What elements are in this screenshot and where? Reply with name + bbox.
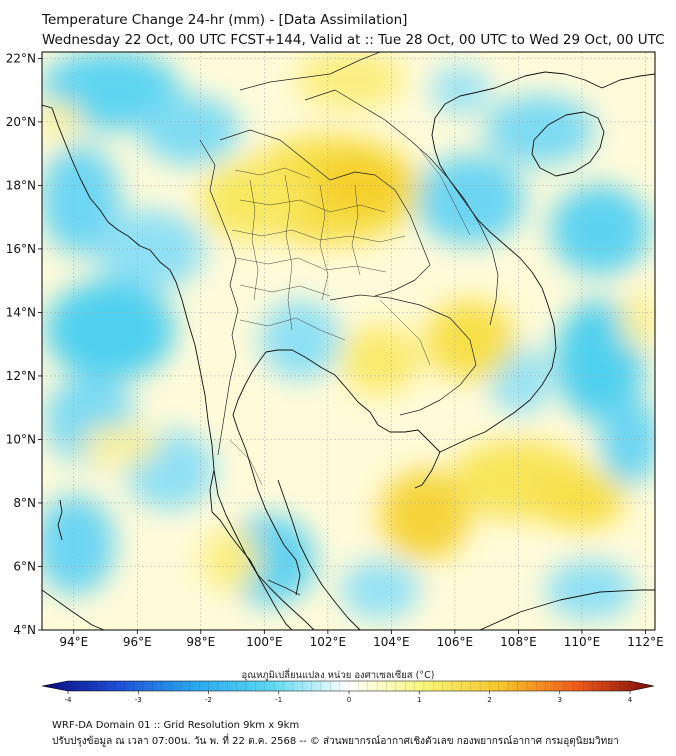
colorbar-tick-label: 1 [417,696,421,704]
longitude-tick-label: 106°E [437,635,474,649]
cool-area [550,185,650,275]
cool-area [260,300,340,380]
province-borders [229,149,471,486]
cool-area [140,95,240,165]
cool-area [42,145,120,255]
province-border [419,149,471,236]
warm-area [42,100,80,140]
coastline-hainan [531,111,605,177]
province-border [239,317,346,341]
coastline-sumatra [42,589,105,630]
colorbar-tick-label: 2 [487,696,491,704]
border-china [239,52,381,91]
latitude-tick-label: 4°N [13,623,36,637]
cool-area [430,65,490,115]
cool-area [42,495,115,595]
coastline-malay-peninsula-east [277,479,361,630]
footer-credit: ปรับปรุงข้อมูล ณ เวลา 07:00น. วัน พ. ที่… [52,736,619,747]
temperature-field [42,52,655,630]
colorbar-tick-label: -3 [135,696,142,704]
coastline-malay-peninsula-west [213,469,293,630]
warm-area [340,325,420,395]
coastlines [42,71,655,630]
latitude-tick-label: 20°N [6,115,36,129]
province-border [379,299,431,366]
province-border [231,229,406,243]
latitude-tick-label: 12°N [6,369,36,383]
province-border [239,284,331,297]
colorbar-segments [77,681,621,691]
colorbar-tick-label: -1 [275,696,282,704]
longitude-labels: 94°E 96°E 98°E 100°E 102°E 104°E 106°E 108°E 110… [59,630,664,649]
longitude-tick-label: 96°E [123,635,152,649]
colorbar-tick-label: 4 [628,696,633,704]
warm-area [315,155,405,215]
coastline-borneo [479,589,655,630]
province-border [319,184,329,301]
colorbar-tick-label: -2 [205,696,212,704]
border-laos-vietnam [304,89,499,326]
cool-area [600,395,655,485]
longitude-tick-label: 108°E [500,635,537,649]
warm-area [380,470,470,560]
province-border [249,179,259,301]
coastline-gulf-of-thailand-east [232,349,441,596]
latitude-tick-label: 22°N [6,51,36,65]
colorbar-ticks: -4 -3 -2 -1 0 1 2 3 4 [65,691,633,704]
latitude-tick-label: 18°N [6,178,36,192]
province-border [229,439,263,486]
cool-area [545,560,635,620]
coastline-myanmar-west [42,104,215,513]
map-subtitle: Wednesday 22 Oct, 00 UTC FCST+144, Valid… [42,32,665,48]
coastline-vietnam-east [431,71,603,453]
longitude-tick-label: 102°E [310,635,347,649]
border-malaysia [267,579,301,596]
border-thailand-laos [219,129,431,297]
border-thailand-myanmar [199,139,239,456]
province-border [235,257,387,273]
footer-model-info: WRF-DA Domain 01 :: Grid Resolution 9km … [52,720,300,731]
latitude-tick-label: 8°N [13,496,36,510]
longitude-tick-label: 104°E [373,635,410,649]
longitude-tick-label: 112°E [627,635,664,649]
colorbar-tick-label: -4 [65,696,73,704]
latitude-tick-label: 16°N [6,242,36,256]
coastline-china-south [601,73,655,89]
latitude-labels: 4°N 6°N 8°N 10°N 12°N 14°N 16°N 18°N 20°N 22°N [6,51,42,637]
gridlines [42,52,655,630]
warm-area [620,290,655,350]
colorbar-tick-label: 3 [558,696,562,704]
province-border [234,167,311,179]
province-border [284,174,293,331]
cool-area [415,155,525,245]
map-frame [41,51,656,631]
warm-area [295,52,405,110]
longitude-tick-label: 94°E [59,635,88,649]
warm-area [200,160,300,240]
province-border [239,199,386,213]
warm-area [535,470,625,530]
cool-area [340,560,420,620]
warm-area [80,425,160,465]
colorbar-title: อุณหภูมิเปลี่ยนแปลง หน่วย องศาเซลเซียส (… [241,670,435,681]
colorbar-tick-label: 0 [347,696,351,704]
latitude-tick-label: 14°N [6,305,36,319]
coastline-andaman [57,499,63,541]
country-borders [199,52,499,596]
warm-area [200,530,260,590]
cool-area [45,280,175,380]
province-border [351,184,361,276]
latitude-tick-label: 10°N [6,432,36,446]
latitude-tick-label: 6°N [13,559,36,573]
longitude-tick-label: 100°E [246,635,283,649]
temperature-blobs [42,52,655,620]
longitude-tick-label: 98°E [186,635,215,649]
map-title: Temperature Change 24-hr (mm) - [Data As… [42,12,408,28]
cool-area [485,95,595,165]
longitude-tick-label: 110°E [564,635,601,649]
border-cambodia [329,294,477,416]
colorbar: -4 -3 -2 -1 0 1 2 3 4 [41,680,655,704]
